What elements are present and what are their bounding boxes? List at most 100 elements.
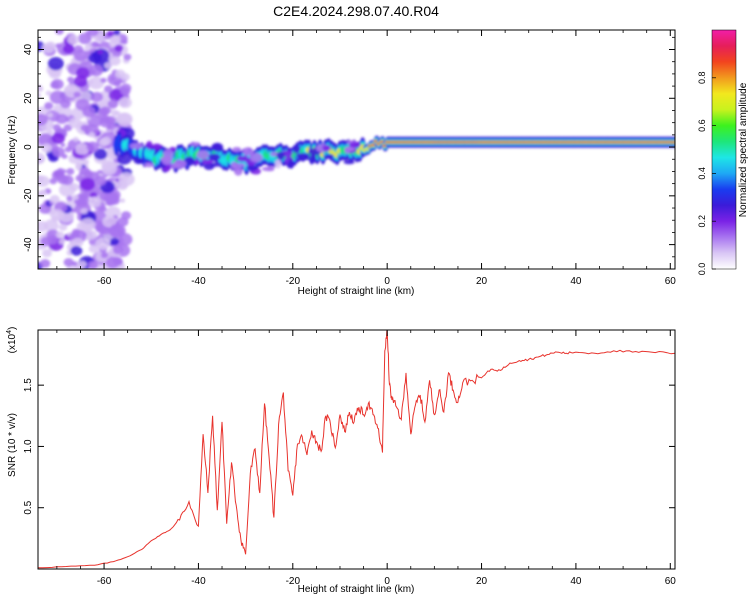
spectrogram-blobs xyxy=(38,30,675,269)
ridge-scatter xyxy=(161,156,172,166)
ridge-scatter xyxy=(249,152,263,163)
noise-blob xyxy=(38,190,46,198)
ridge-scatter xyxy=(201,159,214,165)
spectrogram-heatmap xyxy=(38,30,675,269)
noise-blob xyxy=(121,211,132,220)
noise-blob xyxy=(71,228,80,236)
noise-blob xyxy=(88,76,105,90)
y-tick-label: 1.5 xyxy=(23,378,34,392)
ridge-scatter xyxy=(236,155,250,162)
noise-blob xyxy=(51,170,65,181)
noise-blob xyxy=(87,260,99,269)
noise-blob xyxy=(38,133,54,147)
noise-blob xyxy=(70,245,83,256)
noise-blob xyxy=(53,104,63,112)
noise-blob xyxy=(87,114,103,128)
svg-text:(x104): (x104) xyxy=(6,327,18,354)
noise-blob xyxy=(55,30,64,35)
ridge-scatter xyxy=(143,162,155,168)
noise-blob xyxy=(75,143,89,155)
colorbar: 0.0 0.2 0.4 0.6 0.8 Normalized spectral ampl… xyxy=(697,29,749,276)
noise-blob xyxy=(104,62,113,69)
y-tick-label: 1.0 xyxy=(23,439,34,453)
noise-blob xyxy=(39,259,51,268)
noise-blob xyxy=(110,237,120,246)
spectrogram-ylabel: Frequency (Hz) xyxy=(7,116,18,185)
noise-blob xyxy=(110,76,116,81)
ridge-scatter xyxy=(146,140,153,150)
noise-blob xyxy=(47,235,58,245)
x-tick-label: 0 xyxy=(384,576,390,587)
noise-blob xyxy=(118,172,135,187)
ridge-scatter xyxy=(183,156,196,166)
noise-blob xyxy=(62,44,75,54)
noise-blob xyxy=(116,112,133,126)
x-tick-label: 60 xyxy=(665,576,677,587)
noise-blob xyxy=(90,91,104,103)
ridge-scatter xyxy=(276,151,285,161)
ridge-scatter xyxy=(196,149,210,160)
x-tick-label: 40 xyxy=(570,276,582,287)
colorbar-tick-label: 0.0 xyxy=(697,263,707,276)
noise-blob xyxy=(55,113,68,125)
ridge-scatter xyxy=(274,159,282,169)
colorbar-tick-label: 0.4 xyxy=(697,167,707,180)
y-tick-label: -40 xyxy=(23,237,34,252)
noise-blob xyxy=(102,215,117,228)
noise-blob xyxy=(55,43,62,49)
noise-blob xyxy=(105,256,120,269)
noise-blob xyxy=(79,177,96,191)
x-tick-label: 40 xyxy=(570,576,582,587)
noise-blob xyxy=(71,237,84,248)
noise-blob xyxy=(101,136,112,146)
ridge-scatter xyxy=(242,147,254,156)
noise-blob xyxy=(58,223,68,231)
noise-blob xyxy=(78,260,87,268)
noise-blob xyxy=(38,152,46,165)
noise-blob xyxy=(88,244,99,254)
noise-blob xyxy=(73,75,88,88)
colorbar-tick-label: 0.6 xyxy=(697,119,707,132)
noise-blob xyxy=(110,35,121,44)
noise-blob xyxy=(41,143,53,153)
noise-blob xyxy=(45,90,52,96)
noise-blob xyxy=(63,258,74,267)
noise-blob xyxy=(75,163,83,169)
noise-blob xyxy=(71,194,79,201)
noise-blob xyxy=(88,30,99,37)
noise-blob xyxy=(120,73,130,82)
noise-blob xyxy=(66,168,75,175)
noise-blob xyxy=(51,132,65,145)
y-tick-label: 0 xyxy=(23,144,34,150)
noise-blob xyxy=(52,124,61,132)
noise-blob xyxy=(110,109,119,116)
ridge-scatter xyxy=(322,144,331,152)
ridge-scatter xyxy=(211,142,224,152)
noise-blob xyxy=(67,34,80,45)
noise-blob xyxy=(113,30,121,36)
x-tick-label: 0 xyxy=(384,276,390,287)
noise-blob xyxy=(68,117,82,129)
y-tick-label: 0.5 xyxy=(23,500,34,514)
noise-blob xyxy=(48,68,62,79)
noise-blob xyxy=(38,220,49,232)
noise-blob xyxy=(73,91,81,98)
snr-frame xyxy=(37,329,676,570)
snr-axes: -60 -40 -20 0 20 40 60 0.5 1.0 1.5 xyxy=(23,330,676,587)
x-tick-label: 20 xyxy=(476,576,488,587)
noise-blob xyxy=(87,79,94,85)
noise-blob xyxy=(83,159,90,165)
ridge-scatter xyxy=(208,153,221,161)
snr-panel: -60 -40 -20 0 20 40 60 0.5 1.0 1.5 Height of stra… xyxy=(6,327,676,595)
noise-blob xyxy=(42,249,52,258)
x-tick-label: -40 xyxy=(191,276,206,287)
colorbar-label: Normalized spectral amplitude xyxy=(738,82,749,217)
colorbar-ticks: 0.0 0.2 0.4 0.6 0.8 xyxy=(697,72,716,276)
noise-blob xyxy=(51,79,64,90)
x-tick-label: -20 xyxy=(286,276,301,287)
noise-blob xyxy=(105,198,115,207)
noise-blob xyxy=(109,56,121,66)
noise-blob xyxy=(86,141,99,152)
noise-blob xyxy=(82,106,96,118)
